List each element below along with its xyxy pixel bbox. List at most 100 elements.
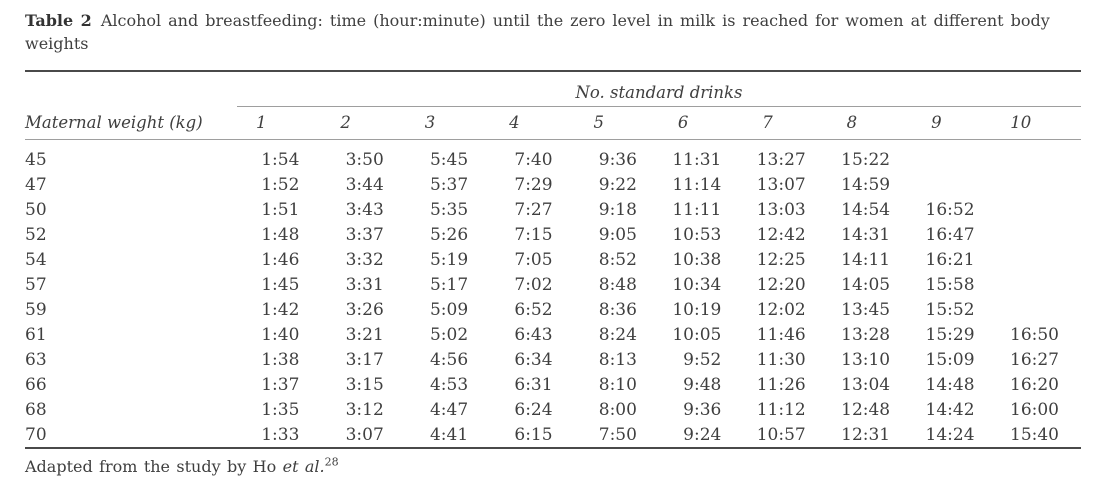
time-cell: 11:31 <box>672 149 722 170</box>
table-row: 63 1:38 3:17 4:56 6:34 8:13 9:52 11:30 13:10 15:0… <box>25 347 1081 372</box>
time-cell: 14:24 <box>925 424 975 445</box>
time-cell: 11:14 <box>672 174 722 195</box>
drinks-column-header-9: 9 <box>912 106 997 140</box>
time-cell: 8:24 <box>598 324 637 345</box>
time-cell: 6:34 <box>514 349 553 370</box>
table-row: 70 1:33 3:07 4:41 6:15 7:50 9:24 10:57 12:31 14:2… <box>25 422 1081 447</box>
time-cell: 14:42 <box>925 399 975 420</box>
time-cell: 3:37 <box>345 224 384 245</box>
weight-cell: 57 <box>25 274 47 295</box>
time-cell: 13:03 <box>756 199 806 220</box>
weight-cell: 66 <box>25 374 47 395</box>
time-cell: 15:09 <box>925 349 975 370</box>
time-cell: 3:26 <box>345 299 384 320</box>
time-cell: 10:57 <box>756 424 806 445</box>
time-cell: 1:52 <box>261 174 300 195</box>
caption-label: Table 2 <box>25 11 92 30</box>
time-cell <box>997 140 1081 173</box>
time-cell: 1:38 <box>261 349 300 370</box>
time-cell: 1:54 <box>261 149 300 170</box>
drinks-column-header-3: 3 <box>405 106 491 140</box>
time-cell: 10:53 <box>672 224 722 245</box>
time-cell: 4:53 <box>429 374 469 395</box>
table-row: 52 1:48 3:37 5:26 7:15 9:05 10:53 12:42 14:31 16:… <box>25 222 1081 247</box>
alcohol-breastfeeding-table: No. standard drinks Maternal weight (kg)… <box>25 72 1081 447</box>
time-cell: 14:11 <box>841 249 891 270</box>
time-cell: 3:43 <box>345 199 384 220</box>
time-cell: 11:30 <box>756 349 806 370</box>
time-cell: 7:15 <box>514 224 553 245</box>
time-cell: 1:46 <box>261 249 300 270</box>
time-cell: 5:45 <box>429 149 469 170</box>
time-cell: 7:50 <box>598 424 637 445</box>
table-caption: Table 2 Alcohol and breastfeeding: time (… <box>25 9 1081 55</box>
time-cell: 9:18 <box>598 199 637 220</box>
time-cell: 15:29 <box>925 324 975 345</box>
drinks-column-header-7: 7 <box>743 106 828 140</box>
drinks-column-header-2: 2 <box>321 106 406 140</box>
time-cell: 4:56 <box>429 349 469 370</box>
weight-cell: 45 <box>25 149 47 170</box>
weight-cell: 52 <box>25 224 47 245</box>
time-cell <box>997 297 1081 322</box>
time-cell: 3:50 <box>345 149 384 170</box>
time-cell: 6:24 <box>514 399 553 420</box>
time-cell <box>997 172 1081 197</box>
time-cell: 16:20 <box>1010 374 1059 395</box>
journal-table-page: Table 2 Alcohol and breastfeeding: time (… <box>25 9 1081 476</box>
weight-cell: 68 <box>25 399 47 420</box>
weight-cell: 59 <box>25 299 47 320</box>
time-cell: 10:05 <box>672 324 722 345</box>
time-cell: 16:47 <box>925 224 975 245</box>
time-cell: 8:00 <box>598 399 637 420</box>
time-cell: 6:43 <box>514 324 553 345</box>
time-cell: 1:33 <box>261 424 300 445</box>
table-row: 68 1:35 3:12 4:47 6:24 8:00 9:36 11:12 12:48 14:4… <box>25 397 1081 422</box>
time-cell <box>997 197 1081 222</box>
drinks-column-header-8: 8 <box>827 106 913 140</box>
spanner-spacer-cell <box>25 72 237 107</box>
time-cell: 1:37 <box>261 374 300 395</box>
time-cell: 9:36 <box>598 149 637 170</box>
time-cell: 1:48 <box>261 224 300 245</box>
time-cell: 10:19 <box>672 299 722 320</box>
time-cell: 12:02 <box>756 299 806 320</box>
table-row: 54 1:46 3:32 5:19 7:05 8:52 10:38 12:25 14:11 16:… <box>25 247 1081 272</box>
time-cell: 12:20 <box>756 274 806 295</box>
time-cell: 3:44 <box>345 174 384 195</box>
time-cell: 7:02 <box>514 274 553 295</box>
time-cell: 3:21 <box>345 324 384 345</box>
time-cell: 4:47 <box>429 399 469 420</box>
time-cell: 11:26 <box>756 374 806 395</box>
time-cell: 6:31 <box>514 374 553 395</box>
weight-cell: 63 <box>25 349 47 370</box>
time-cell: 9:36 <box>683 399 722 420</box>
weight-cell: 54 <box>25 249 47 270</box>
time-cell: 15:58 <box>925 274 975 295</box>
time-cell: 3:15 <box>345 374 384 395</box>
drinks-column-header-10: 10 <box>996 106 1081 140</box>
time-cell: 8:36 <box>598 299 637 320</box>
weight-cell: 47 <box>25 174 47 195</box>
table-bottom-rule <box>25 447 1081 449</box>
spanner-header: No. standard drinks <box>237 72 1081 107</box>
table-row: 45 1:54 3:50 5:45 7:40 9:36 11:31 13:27 15:22 <box>25 140 1081 173</box>
table-row: 61 1:40 3:21 5:02 6:43 8:24 10:05 11:46 13:28 15:… <box>25 322 1081 347</box>
table-body: 45 1:54 3:50 5:45 7:40 9:36 11:31 13:27 15:22 47 1… <box>25 140 1081 448</box>
time-cell: 12:42 <box>756 224 806 245</box>
time-cell: 12:31 <box>841 424 891 445</box>
time-cell: 10:34 <box>672 274 722 295</box>
table-row: 59 1:42 3:26 5:09 6:52 8:36 10:19 12:02 13:45 15:… <box>25 297 1081 322</box>
time-cell: 16:50 <box>1010 324 1059 345</box>
time-cell: 14:05 <box>841 274 891 295</box>
table-row: 50 1:51 3:43 5:35 7:27 9:18 11:11 13:03 14:54 16:… <box>25 197 1081 222</box>
time-cell: 5:35 <box>429 199 469 220</box>
table-top-rule <box>25 70 1081 72</box>
time-cell: 8:52 <box>598 249 637 270</box>
time-cell: 4:41 <box>429 424 469 445</box>
footnote-reference-superscript: 28 <box>324 455 339 469</box>
drinks-column-header-5: 5 <box>574 106 659 140</box>
weight-cell: 61 <box>25 324 47 345</box>
time-cell: 11:11 <box>672 199 722 220</box>
time-cell: 15:40 <box>1010 424 1059 445</box>
